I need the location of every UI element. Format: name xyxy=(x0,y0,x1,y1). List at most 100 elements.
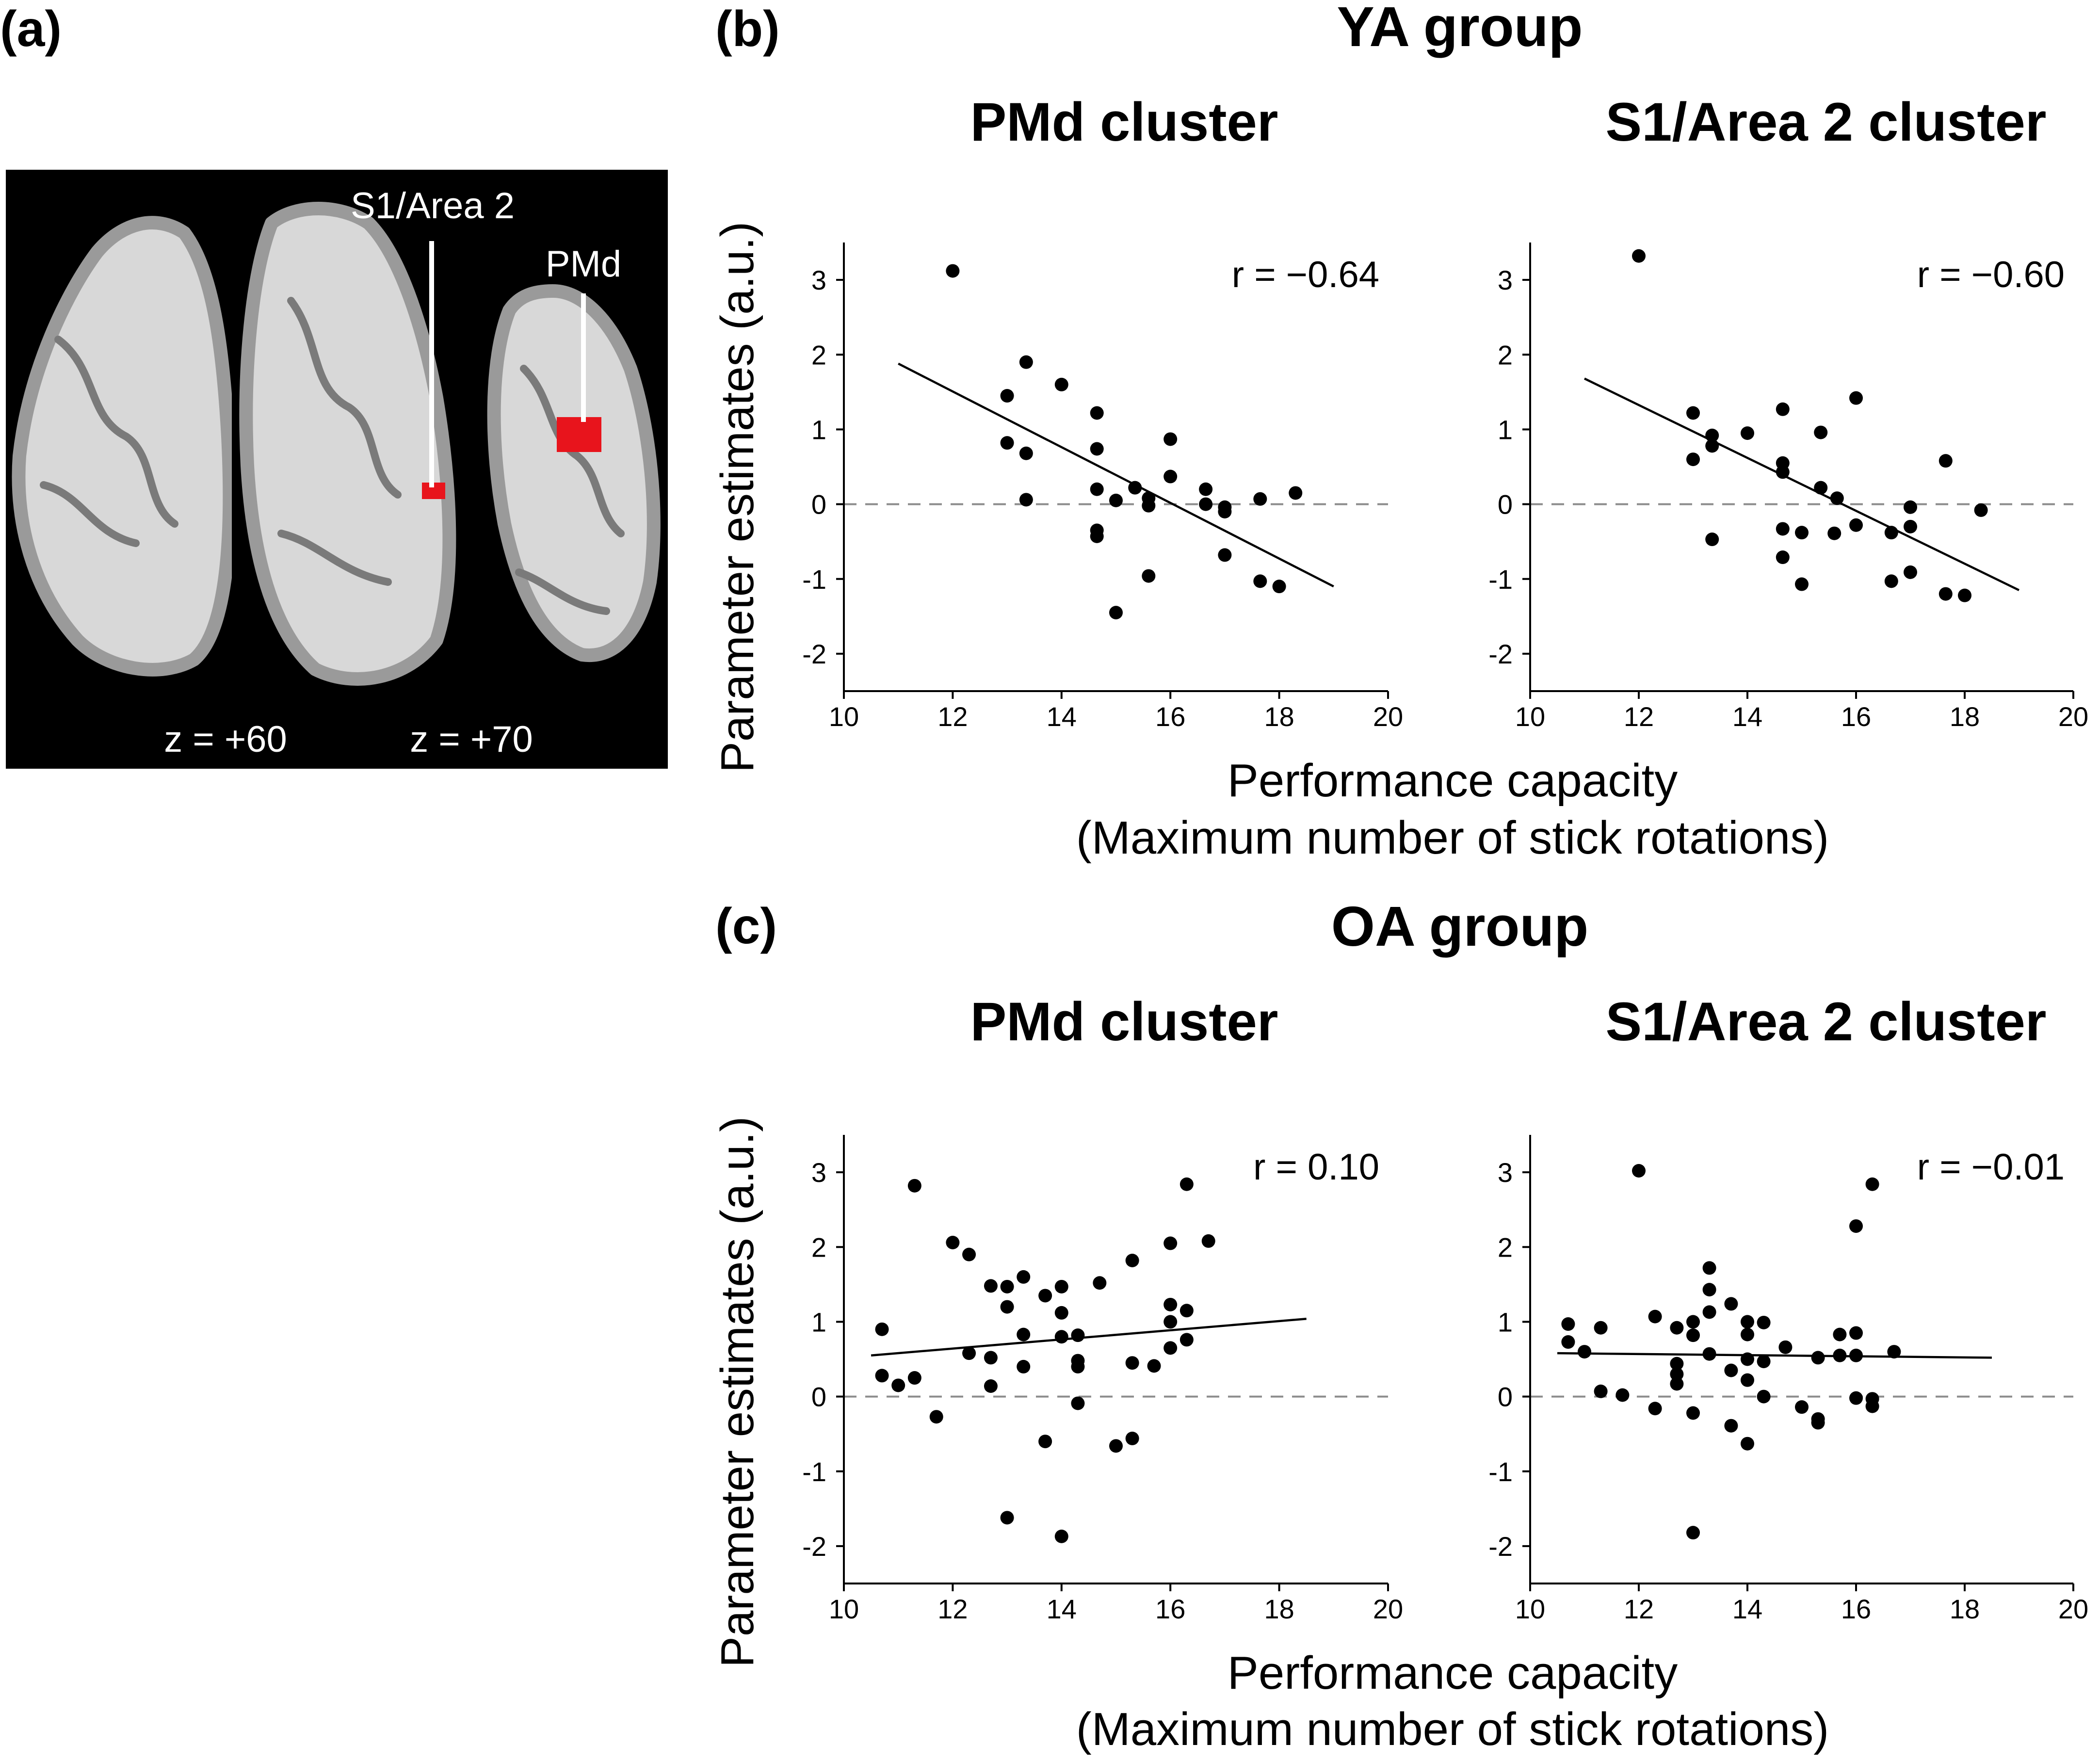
oa-s1-data-point xyxy=(1849,1219,1863,1233)
ya-s1-data-point xyxy=(1884,526,1898,540)
oa-pmd-y-tick-label: 3 xyxy=(811,1157,826,1188)
oa-s1-data-point xyxy=(1833,1327,1847,1341)
ya-x-axis-label-line2: (Maximum number of stick rotations) xyxy=(1076,812,1829,864)
oa-s1-data-point xyxy=(1615,1388,1630,1402)
ya-pmd-data-point xyxy=(946,264,960,278)
ya-s1-data-point xyxy=(1974,503,1988,517)
oa-pmd-x-tick-label: 18 xyxy=(1264,1594,1294,1624)
oa-s1-data-point xyxy=(1741,1352,1754,1366)
ya-x-axis-label-line1: Performance capacity xyxy=(1228,755,1678,807)
oa-s1-x-tick-label: 10 xyxy=(1515,1594,1545,1624)
panel-label-b: (b) xyxy=(715,1,780,57)
z-label-right: z = +70 xyxy=(410,719,533,760)
ya-s1-x-tick-label: 18 xyxy=(1950,701,1980,732)
oa-s1-data-point xyxy=(1833,1348,1847,1362)
oa-s1-x-tick-label: 12 xyxy=(1624,1594,1654,1624)
oa-s1-data-point xyxy=(1648,1309,1662,1324)
ya-pmd-x-tick-label: 16 xyxy=(1155,701,1185,732)
sulcus-line xyxy=(287,297,402,499)
oa-pmd-data-point xyxy=(1179,1177,1194,1191)
oa-pmd-data-point xyxy=(1125,1431,1139,1445)
ya-pmd-data-point xyxy=(1000,436,1014,450)
oa-s1-data-point xyxy=(1670,1367,1684,1381)
ya-s1-data-point xyxy=(1849,518,1863,532)
ya-s1-data-point xyxy=(1776,402,1790,416)
panel-label-c: (c) xyxy=(715,898,777,954)
oa-pmd-y-tick-label: -2 xyxy=(802,1531,826,1562)
oa-s1-data-point xyxy=(1887,1345,1901,1359)
sulcus-line xyxy=(54,336,178,528)
oa-s1-data-point xyxy=(1670,1357,1684,1371)
ya-s1-fit-line xyxy=(1584,377,2019,591)
oa-pmd-data-point xyxy=(1071,1396,1085,1410)
ya-s1-data-point xyxy=(1705,439,1719,453)
oa-pmd-y-tick-label: 1 xyxy=(811,1307,826,1337)
brain-slice-z60-right-hemisphere xyxy=(239,202,456,686)
oa-s1-chart-title: S1/Area 2 cluster xyxy=(1606,991,2047,1052)
oa-pmd-data-point xyxy=(875,1369,889,1383)
oa-pmd-data-point xyxy=(1179,1333,1194,1347)
oa-pmd-data-point xyxy=(1017,1359,1031,1373)
ya-pmd-data-point xyxy=(1289,486,1303,500)
oa-pmd-data-point xyxy=(1071,1359,1085,1373)
pmd-label: PMd xyxy=(546,243,621,285)
ya-pmd-data-point xyxy=(1199,482,1213,496)
z-label-left: z = +60 xyxy=(164,719,287,760)
oa-s1-data-point xyxy=(1811,1351,1825,1365)
ya-s1-data-point xyxy=(1884,574,1898,588)
oa-s1-y-tick-label: 3 xyxy=(1498,1157,1513,1188)
oa-s1-data-point xyxy=(1757,1355,1771,1369)
oa-s1-data-point xyxy=(1594,1321,1608,1335)
ya-pmd-y-tick-label: 2 xyxy=(811,339,826,370)
ya-pmd-data-point xyxy=(1142,569,1156,583)
oa-pmd-data-point xyxy=(907,1179,921,1193)
ya-pmd-data-point xyxy=(1019,446,1033,460)
oa-s1-data-point xyxy=(1757,1389,1771,1404)
oa-pmd-data-point xyxy=(1147,1359,1161,1373)
oa-s1-data-point xyxy=(1561,1335,1575,1349)
ya-pmd-data-point xyxy=(1163,469,1178,484)
oa-s1-data-point xyxy=(1702,1305,1716,1319)
oa-pmd-data-point xyxy=(984,1351,998,1365)
ya-s1-data-point xyxy=(1741,426,1754,440)
oa-pmd-data-point xyxy=(962,1247,976,1261)
ya-s1-y-tick-label: 3 xyxy=(1498,265,1513,295)
oa-s1-x-tick-label: 20 xyxy=(2058,1594,2088,1624)
oa-s1-data-point xyxy=(1741,1373,1754,1387)
s1-label: S1/Area 2 xyxy=(351,185,515,226)
oa-s1-data-point xyxy=(1702,1347,1716,1361)
oa-group-title: OA group xyxy=(1331,895,1589,958)
ya-pmd-data-point xyxy=(1163,432,1178,446)
oa-s1-data-point xyxy=(1741,1315,1754,1329)
ya-pmd-y-tick-label: 3 xyxy=(811,265,826,295)
oa-pmd-data-point xyxy=(1093,1276,1107,1290)
ya-s1-data-point xyxy=(1795,526,1809,540)
ya-s1-data-point xyxy=(1938,454,1953,468)
oa-pmd-data-point xyxy=(907,1371,921,1385)
sulcus-line xyxy=(515,568,610,615)
oa-s1-data-point xyxy=(1741,1437,1754,1451)
ya-s1-data-point xyxy=(1776,550,1790,565)
oa-pmd-data-point xyxy=(1201,1234,1215,1248)
ya-pmd-x-tick-label: 14 xyxy=(1047,701,1077,732)
oa-y-axis-label: Parameter estimates (a.u.) xyxy=(711,1116,763,1667)
oa-s1-data-point xyxy=(1849,1348,1863,1362)
ya-s1-data-point xyxy=(1776,465,1790,479)
ya-pmd-y-tick-label: 1 xyxy=(811,414,826,445)
oa-pmd-data-point xyxy=(1163,1236,1178,1250)
ya-s1-x-tick-label: 12 xyxy=(1624,701,1654,732)
ya-s1-data-point xyxy=(1686,452,1700,467)
oa-pmd-data-point xyxy=(1071,1328,1085,1342)
ya-pmd-data-point xyxy=(1000,389,1014,403)
oa-s1-x-tick-label: 18 xyxy=(1950,1594,1980,1624)
ya-s1-data-point xyxy=(1795,577,1809,591)
oa-s1-x-tick-label: 14 xyxy=(1732,1594,1762,1624)
oa-s1-x-tick-label: 16 xyxy=(1841,1594,1871,1624)
oa-s1-data-point xyxy=(1849,1326,1863,1340)
oa-s1-data-point xyxy=(1724,1297,1738,1311)
brain-image: S1/Area 2 PMd z = +60 z = +70 xyxy=(6,170,668,769)
ya-pmd-data-point xyxy=(1218,505,1232,518)
oa-s1-y-tick-label: 0 xyxy=(1498,1382,1513,1412)
